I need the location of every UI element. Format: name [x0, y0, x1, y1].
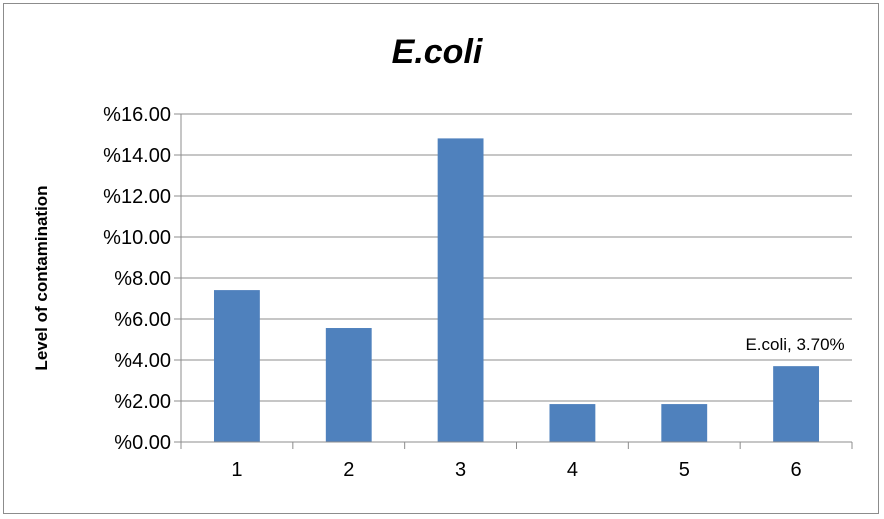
x-tick-label: 3 — [455, 459, 466, 481]
x-tick-label: 5 — [679, 459, 690, 481]
y-tick-label: %0.00 — [114, 432, 171, 454]
bar — [325, 328, 372, 442]
data-labels: E.coli, 3.70% — [745, 335, 844, 354]
y-tick-label: %10.00 — [103, 227, 171, 249]
chart-title: E.coli — [392, 33, 484, 71]
x-tick-label: 4 — [567, 459, 578, 481]
y-tick-label: %6.00 — [114, 309, 171, 331]
y-axis-label: Level of contamination — [32, 185, 51, 370]
x-tick-label: 2 — [343, 459, 354, 481]
x-tick-labels: 1 2 3 4 5 6 — [231, 459, 801, 481]
y-tick-labels: %0.00 %2.00 %4.00 %6.00 %8.00 %10.00 %12.00 %14… — [103, 104, 171, 454]
data-label: E.coli, 3.70% — [745, 335, 844, 354]
y-tick-label: %12.00 — [103, 186, 171, 208]
y-tick-label: %2.00 — [114, 391, 171, 413]
bar — [773, 366, 820, 442]
y-tick-label: %4.00 — [114, 350, 171, 372]
x-tick-label: 1 — [231, 459, 242, 481]
y-tick-label: %8.00 — [114, 268, 171, 290]
x-tick-label: 6 — [791, 459, 802, 481]
bar — [549, 404, 596, 442]
y-tick-label: %16.00 — [103, 104, 171, 126]
axes — [180, 114, 853, 449]
bars — [213, 138, 820, 442]
bar — [661, 404, 708, 442]
y-tick-label: %14.00 — [103, 145, 171, 167]
gridlines — [174, 113, 852, 443]
bar — [213, 290, 260, 442]
bar — [437, 138, 484, 442]
